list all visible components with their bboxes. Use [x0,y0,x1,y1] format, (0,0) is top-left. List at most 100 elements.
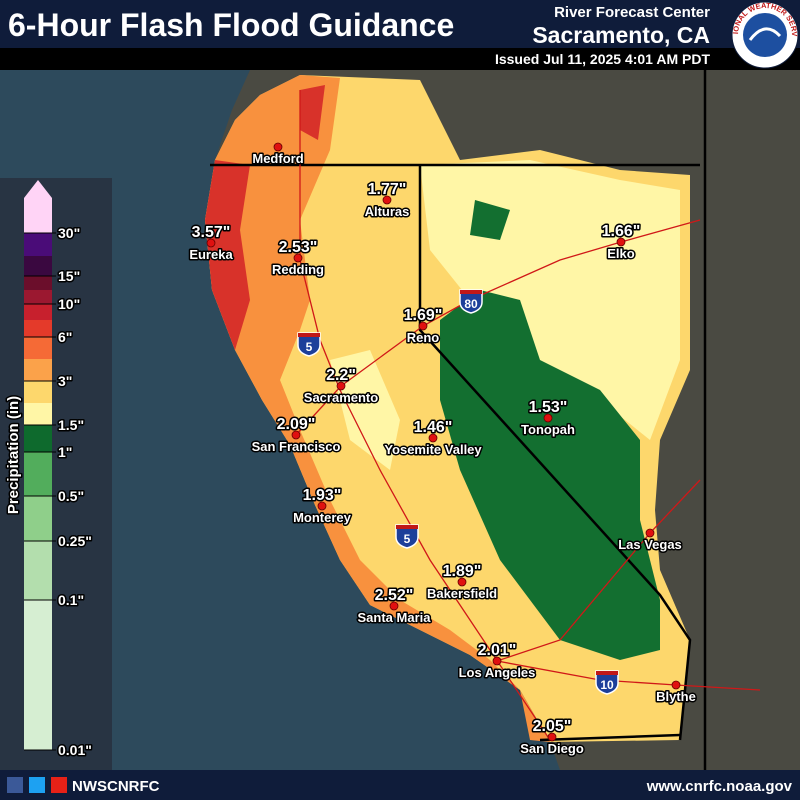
city-dot [616,237,626,247]
legend-band [24,304,52,320]
city-dot [382,195,392,205]
city-value: 3.57" [192,224,231,241]
highway-shield [297,332,321,357]
city-value: 1.53" [529,399,568,416]
highway-number: 5 [404,532,411,546]
legend-tick-label: 0.1" [58,592,84,608]
issued-bar [0,48,800,70]
city-value: 1.66" [602,223,641,240]
city-name: San Francisco [252,439,341,454]
issued: Issued Jul 11, 2025 4:01 AM PDT [495,51,710,67]
city-value: 1.93" [303,487,342,504]
city-dot [336,381,346,391]
city-value: 2.05" [533,718,572,735]
city-value: 2.2" [326,367,356,384]
city-name: Bakersfield [427,586,497,601]
city-name: Los Angeles [459,665,536,680]
city-value: 2.09" [277,416,316,433]
legend-tick-label: 1.5" [58,417,84,433]
twitter-icon[interactable] [29,777,45,793]
social-handle[interactable]: NWSCNRFC [72,778,160,795]
legend-tick-label: 3" [58,373,72,389]
legend-band [24,381,52,403]
legend-tick-label: 30" [58,225,80,241]
footer-bar [0,770,800,800]
highway-shield-top [298,333,320,337]
legend-band [24,337,52,359]
legend-band [24,233,52,256]
highway-shield-top [596,671,618,675]
highway-number: 80 [464,297,478,311]
border [418,165,692,741]
legend-band [24,425,52,452]
legend-tick-label: 0.01" [58,742,92,758]
city-name: Alturas [365,204,410,219]
city-name: Elko [607,246,635,261]
city-dot [428,433,438,443]
website[interactable]: www.cnrfc.noaa.gov [646,778,793,795]
city-dot [206,238,216,248]
legend-band [24,359,52,381]
legend: 30" 15" 10" 6" 3" 1.5" 1" 0.5" 0.25" 0.1" 0.01" [24,180,93,760]
legend-band [24,290,52,304]
logo-center [743,13,787,57]
legend-band [24,403,52,425]
city-name: Tonopah [521,422,575,437]
legend-tick-label: 0.5" [58,488,84,504]
legend-band [24,496,52,541]
city-dot [543,413,553,423]
city-dot [317,501,327,511]
orange-band [205,75,550,742]
legend-tick-label: 15" [58,268,80,284]
legend-tick-label: 10" [58,296,80,312]
legend-tick-label: 1" [58,444,72,460]
city-dot [671,680,681,690]
city-name: Yosemite Valley [384,442,482,457]
city-value: 2.52" [375,587,414,604]
legend-band [24,600,52,750]
city-dot [389,601,399,611]
state-borders [210,70,707,800]
city-dot [645,528,655,538]
title: 6-Hour Flash Flood Guidance [8,7,454,43]
highway-number: 10 [600,678,614,692]
cities: Medford Alturas 1.77" Eureka 3.57" Redding 2.5… [188,142,697,758]
highway-shield-top [460,290,482,294]
legend-band [24,276,52,290]
ocean [0,70,560,770]
city-value: 1.46" [414,419,453,436]
highway-number: 5 [306,340,313,354]
city-name: San Diego [520,741,584,756]
city-name: Reno [407,330,440,345]
legend-tick-label: 0.25" [58,533,92,549]
city-value: 1.69" [404,307,443,324]
city-dot [273,142,283,152]
highway-shield [395,524,419,549]
city-name: Blythe [656,689,696,704]
city-name: Monterey [293,510,352,525]
city-name: Redding [272,262,324,277]
legend-band [24,452,52,496]
facebook-icon[interactable] [7,777,23,793]
legend-title: Precipitation (in) [5,396,22,514]
city-value: 2.53" [279,239,318,256]
legend-band [24,256,52,276]
legend-arrow [24,180,52,233]
legend-band [24,541,52,600]
city-dot [547,732,557,742]
road [496,479,761,691]
red-band [205,85,325,350]
city-name: Sacramento [304,390,378,405]
city-name: Medford [252,151,303,166]
green-area [440,200,660,660]
office-label: River Forecast Center [554,4,710,21]
city-dot [492,656,502,666]
header-bar [0,0,800,48]
city-dot [418,321,428,331]
city-name: Eureka [189,247,233,262]
youtube-icon[interactable] [51,777,67,793]
legend-panel [0,178,112,770]
city-value: 1.77" [368,181,407,198]
